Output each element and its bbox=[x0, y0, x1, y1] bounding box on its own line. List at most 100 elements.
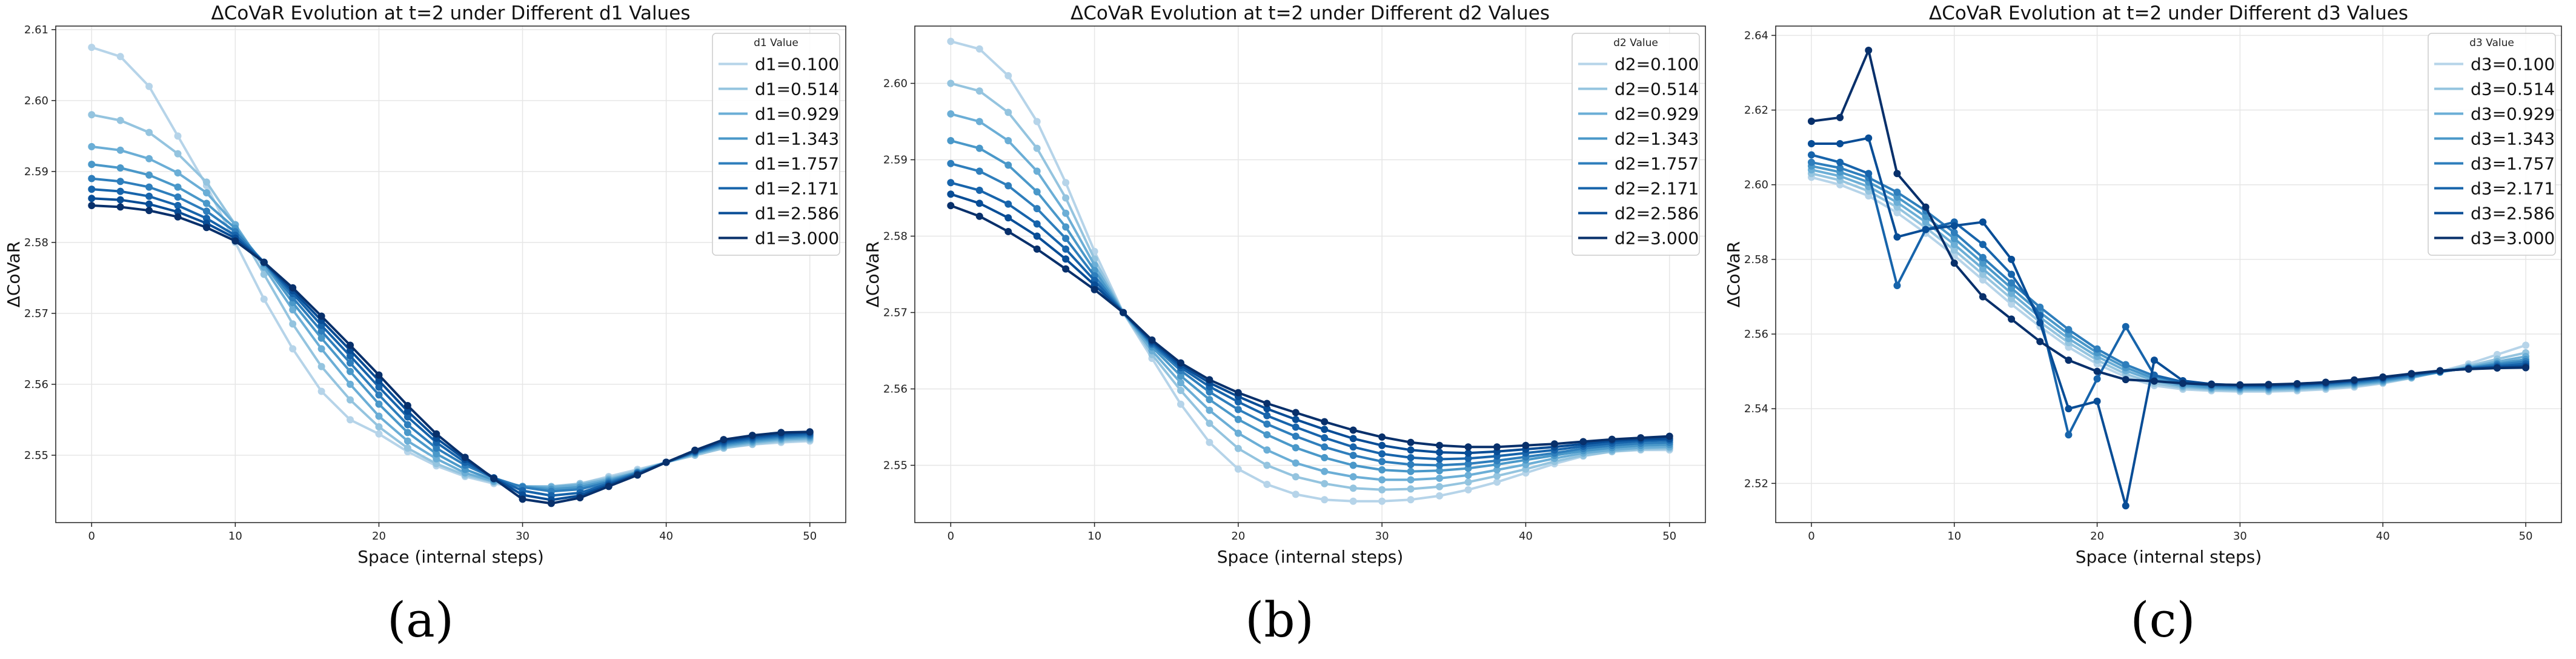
data-point bbox=[1436, 467, 1444, 475]
data-point bbox=[317, 387, 325, 395]
data-point bbox=[1436, 461, 1444, 469]
data-point bbox=[1407, 453, 1415, 461]
data-point bbox=[1004, 109, 1012, 116]
x-tick-label: 0 bbox=[88, 530, 95, 543]
y-tick-label: 2.60 bbox=[1744, 179, 1768, 192]
data-point bbox=[1464, 443, 1472, 451]
data-point bbox=[2036, 338, 2044, 346]
data-point bbox=[116, 146, 124, 154]
data-point bbox=[490, 475, 498, 483]
data-point bbox=[1321, 467, 1329, 475]
legend-entry: d2=1.343 bbox=[1615, 129, 1699, 149]
data-point bbox=[1865, 134, 1873, 142]
data-point bbox=[2093, 345, 2101, 353]
data-point bbox=[1263, 420, 1271, 428]
data-point bbox=[1062, 255, 1070, 263]
data-point bbox=[2122, 376, 2130, 384]
data-point bbox=[1234, 429, 1242, 437]
data-point bbox=[1004, 200, 1012, 208]
data-point bbox=[2065, 431, 2073, 439]
data-point bbox=[1263, 400, 1271, 407]
data-point bbox=[289, 345, 297, 353]
data-point bbox=[347, 367, 354, 375]
y-tick-label: 2.59 bbox=[24, 166, 48, 178]
data-point bbox=[116, 53, 124, 61]
data-point bbox=[1206, 438, 1213, 446]
data-point bbox=[1263, 461, 1271, 469]
data-point bbox=[1062, 235, 1070, 243]
chart-panel-2: 0 10 20 30 40 50 2.55 2.56 2.57 2.58 2.59 2.60 ΔCoVa… bbox=[863, 2, 1706, 648]
legend-entry: d3=0.100 bbox=[2471, 55, 2555, 75]
chart-panel-1: 0 10 20 30 40 50 2.55 2.56 2.57 2.58 2.59 2.60 2.61 Δ… bbox=[4, 2, 846, 648]
data-point bbox=[174, 169, 182, 177]
data-point bbox=[1407, 461, 1415, 469]
data-point bbox=[1004, 227, 1012, 235]
x-tick-label: 10 bbox=[1087, 530, 1101, 543]
series-line bbox=[949, 112, 1671, 481]
data-point bbox=[1321, 443, 1329, 451]
data-point bbox=[975, 167, 983, 175]
data-point bbox=[1206, 406, 1213, 414]
data-point bbox=[116, 164, 124, 172]
data-point bbox=[1321, 453, 1329, 461]
data-point bbox=[1407, 485, 1415, 493]
data-point bbox=[2008, 289, 2016, 297]
data-point bbox=[1637, 434, 1645, 442]
axes-frame bbox=[55, 25, 846, 523]
data-point bbox=[1234, 465, 1242, 473]
data-point bbox=[347, 352, 354, 360]
data-point bbox=[1292, 432, 1300, 440]
data-point bbox=[1550, 440, 1558, 448]
data-point bbox=[806, 428, 814, 436]
y-tick-label: 2.57 bbox=[24, 307, 48, 320]
data-point bbox=[1807, 139, 1815, 147]
data-point bbox=[2265, 381, 2272, 389]
data-point bbox=[1033, 144, 1041, 152]
series-line bbox=[1810, 49, 2527, 386]
data-point bbox=[1292, 415, 1300, 423]
legend-entry: d1=1.757 bbox=[755, 154, 839, 174]
data-point bbox=[1464, 478, 1472, 486]
data-point bbox=[1979, 293, 1987, 301]
x-tick-label: 30 bbox=[1375, 530, 1389, 543]
x-axis-label: Space (internal steps) bbox=[2076, 547, 2262, 567]
legend-entry: d2=1.757 bbox=[1615, 154, 1699, 174]
x-tick-label: 40 bbox=[1519, 530, 1533, 543]
data-point bbox=[202, 224, 210, 232]
data-point bbox=[375, 391, 383, 399]
data-point bbox=[1004, 161, 1012, 169]
data-point bbox=[1893, 189, 1901, 196]
data-point bbox=[1865, 170, 1873, 178]
data-point bbox=[88, 44, 96, 52]
data-point bbox=[1349, 426, 1357, 434]
data-point bbox=[519, 495, 526, 503]
axes-frame bbox=[914, 25, 1706, 523]
data-point bbox=[1922, 213, 1930, 221]
y-axis-label: ΔCoVaR bbox=[4, 241, 24, 307]
series-line bbox=[90, 113, 811, 488]
data-point bbox=[1033, 245, 1041, 253]
y-tick-label: 2.55 bbox=[24, 449, 48, 462]
legend: d2 Value d2=0.100 d2=0.514 d2=0.929 d2=1.343… bbox=[1572, 33, 1700, 256]
data-point bbox=[174, 213, 182, 221]
data-point bbox=[145, 129, 153, 136]
data-point bbox=[260, 270, 268, 278]
series-line bbox=[90, 163, 811, 490]
x-tick-label: 40 bbox=[2376, 530, 2390, 543]
data-point bbox=[1321, 418, 1329, 426]
data-point bbox=[1922, 203, 1930, 211]
data-point bbox=[1893, 198, 1901, 206]
data-point bbox=[1893, 209, 1901, 216]
legend-entry: d2=2.171 bbox=[1615, 179, 1699, 199]
x-tick-label: 20 bbox=[372, 530, 386, 543]
data-point bbox=[1836, 164, 1844, 172]
data-point bbox=[375, 383, 383, 391]
data-point bbox=[1950, 259, 1958, 267]
data-point bbox=[1177, 359, 1184, 367]
axes-frame bbox=[1775, 25, 2562, 523]
data-point bbox=[975, 45, 983, 53]
data-point bbox=[403, 437, 411, 445]
series-line bbox=[1810, 161, 2527, 389]
data-point bbox=[1522, 441, 1530, 449]
data-point bbox=[2122, 502, 2130, 510]
